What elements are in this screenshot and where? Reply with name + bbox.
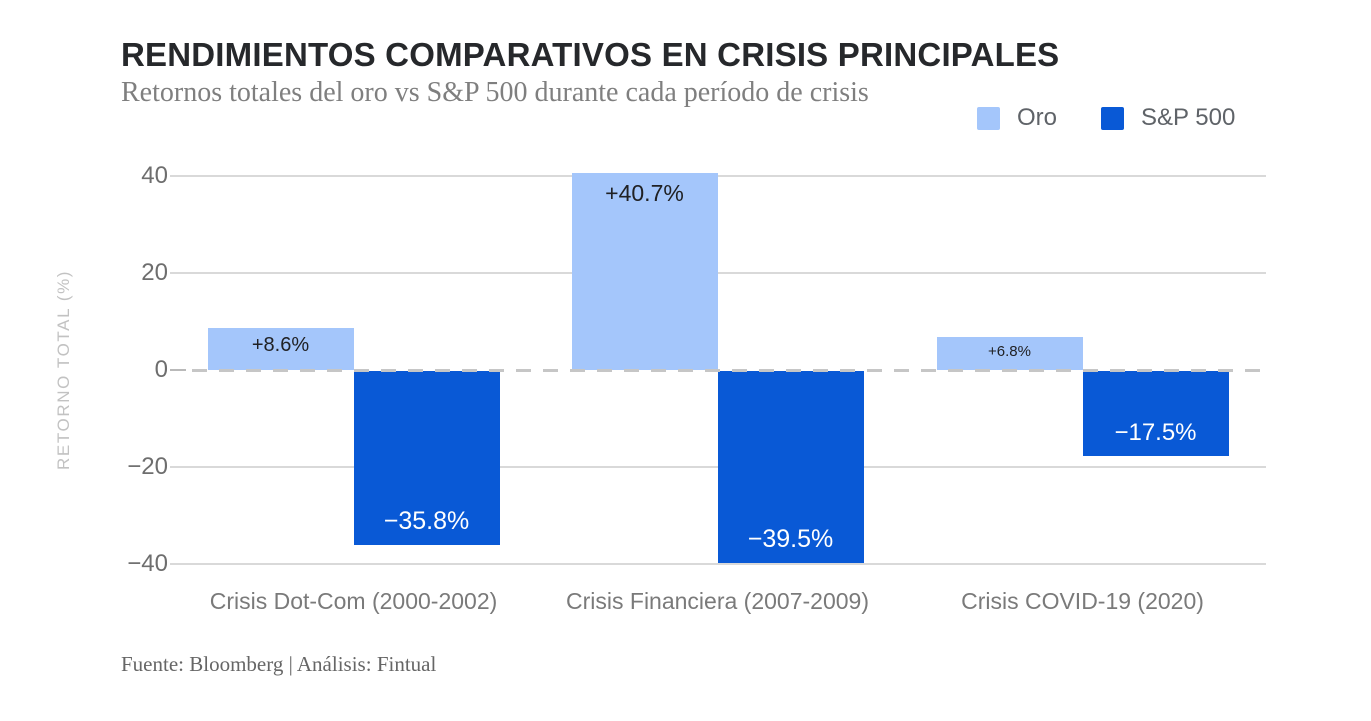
x-axis-label: Crisis COVID-19 (2020) — [961, 588, 1204, 614]
chart-title: RENDIMIENTOS COMPARATIVOS EN CRISIS PRIN… — [121, 36, 1060, 73]
legend: Oro S&P 500 — [977, 104, 1235, 132]
source-note: Fuente: Bloomberg | Análisis: Fintual — [121, 652, 437, 676]
bar-oro-1: +40.7% — [571, 172, 718, 370]
bar-oro-0: +8.6% — [207, 328, 354, 370]
zero-baseline — [192, 369, 1270, 372]
y-tick-label: 20 — [141, 259, 168, 286]
bar-sp500-0: −35.8% — [353, 371, 500, 545]
legend-swatch-icon — [1101, 106, 1125, 130]
x-axis-label: Crisis Dot-Com (2000-2002) — [209, 588, 498, 614]
bar-sp500-1: −39.5% — [717, 371, 864, 563]
legend-label: Oro — [1017, 104, 1058, 131]
bar-value-label: −17.5% — [1114, 418, 1197, 446]
bar-sp500-2: −17.5% — [1082, 371, 1229, 456]
bar-value-label: −39.5% — [747, 524, 834, 553]
y-tick-label: −20 — [127, 453, 168, 480]
chart-subtitle: Retornos totales del oro vs S&P 500 dura… — [121, 77, 869, 108]
gridline — [170, 563, 1266, 565]
gridline — [170, 272, 1266, 274]
y-tick-mark — [170, 369, 186, 371]
bar-oro-2: +6.8% — [936, 337, 1083, 370]
y-tick-label: 40 — [141, 162, 168, 189]
gridline — [170, 175, 1266, 177]
y-tick-label: −40 — [127, 550, 168, 577]
y-tick-label: 0 — [154, 356, 168, 383]
bar-value-label: −35.8% — [383, 506, 470, 535]
legend-label: S&P 500 — [1141, 104, 1236, 131]
x-axis-label: Crisis Financiera (2007-2009) — [566, 588, 869, 614]
bar-value-label: +40.7% — [605, 179, 684, 206]
bar-value-label: +6.8% — [988, 343, 1031, 361]
legend-item-s-p-500: S&P 500 — [1101, 104, 1235, 132]
legend-swatch-icon — [977, 106, 1000, 130]
legend-item-oro: Oro — [977, 104, 1057, 132]
bar-value-label: +8.6% — [251, 334, 310, 357]
